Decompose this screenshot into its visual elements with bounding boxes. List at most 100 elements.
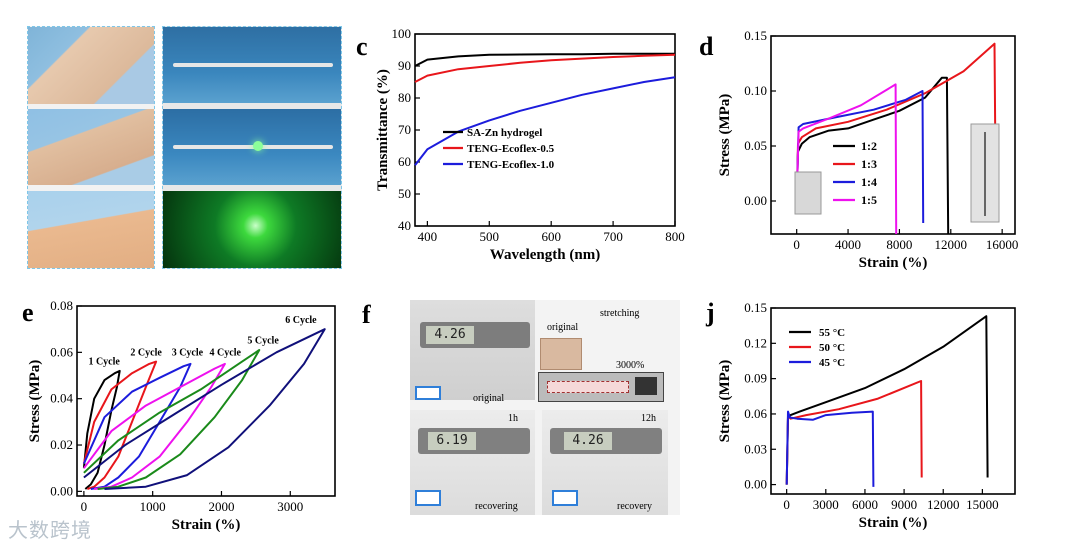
photo-b-stack (162, 26, 342, 269)
plot-frame-c (414, 33, 676, 227)
x-tick-label-d-1: 4000 (835, 237, 861, 252)
series-line-c-2 (414, 76, 676, 166)
series-line-e-0 (82, 369, 121, 490)
panel-label-f: f (362, 300, 371, 329)
series-line-j-0 (785, 315, 989, 485)
photo-wrist-fist (28, 109, 154, 185)
label-3000: 3000% (616, 360, 645, 371)
photo-a-stack (27, 26, 155, 269)
legend-label-j-0: 55 °C (819, 327, 845, 339)
legend-label-j-2: 45 °C (819, 357, 845, 369)
label-stretching: stretching (600, 308, 640, 319)
caliper-original: 4.26 (410, 300, 535, 400)
y-tick-label-c-1: 50 (398, 186, 411, 201)
series-line-j-2 (785, 410, 875, 487)
photo-wrist-bent (28, 191, 154, 268)
x-tick-label-d-4: 16000 (986, 237, 1019, 252)
label-12h: 12h (641, 413, 656, 424)
x-axis-label-e: Strain (%) (172, 517, 241, 533)
x-tick-label-c-0: 400 (418, 229, 438, 244)
photo-led-bright (163, 191, 341, 268)
y-tick-label-c-2: 60 (398, 154, 411, 169)
cycle-annotation-4: 5 Cycle (247, 336, 279, 347)
y-tick-label-c-3: 70 (398, 122, 411, 137)
x-tick-label-j-2: 6000 (852, 497, 878, 512)
series-line-j-1 (785, 380, 923, 485)
x-axis-label-c: Wavelength (nm) (490, 247, 600, 263)
y-tick-label-j-3: 0.09 (744, 371, 767, 386)
cycle-annotation-1: 2 Cycle (130, 347, 162, 358)
y-tick-label-e-1: 0.02 (50, 437, 73, 452)
x-tick-label-j-5: 15000 (966, 497, 999, 512)
series-line-e-4 (83, 349, 261, 490)
label-recovery: recovery (617, 501, 652, 512)
y-tick-label-d-0: 0.00 (744, 193, 767, 208)
x-tick-label-j-0: 0 (783, 497, 790, 512)
series-line-d-1 (795, 42, 997, 202)
label-recovering: recovering (475, 501, 518, 512)
plot-frame-d (770, 35, 1016, 235)
cycle-annotation-0: 1 Cycle (88, 357, 120, 368)
series-line-d-3 (795, 83, 898, 235)
label-original-1: original (473, 393, 505, 404)
x-tick-label-e-0: 0 (81, 499, 88, 514)
y-tick-label-j-1: 0.03 (744, 441, 767, 456)
photo-led-dim (163, 109, 341, 185)
y-tick-label-d-2: 0.10 (744, 83, 767, 98)
legend-label-c-0: SA-Zn hydrogel (467, 127, 542, 139)
label-original-2: original (547, 322, 579, 333)
y-tick-label-e-2: 0.04 (50, 391, 73, 406)
cyclic-loading-chart: 0 1000 2000 3000 0.00 0.02 0.04 0.06 0.08 Strain … (27, 298, 336, 533)
y-axis-label-j: Stress (MPa) (717, 360, 733, 443)
legend-label-d-3: 1:5 (861, 193, 877, 207)
y-axis-label-c: Transmittance (%) (375, 69, 391, 191)
caliper-recovering: 6.19 (410, 410, 535, 515)
cycle-annotation-3: 4 Cycle (210, 347, 242, 358)
y-tick-label-e-4: 0.08 (50, 298, 73, 313)
photo-led-off (163, 27, 341, 103)
legend-label-c-1: TENG-Ecoflex-0.5 (467, 143, 555, 155)
panel-label-e: e (22, 298, 34, 327)
series-line-e-5 (83, 328, 326, 490)
x-tick-label-c-4: 800 (665, 229, 685, 244)
y-axis-label-e: Stress (MPa) (27, 360, 43, 443)
y-tick-label-e-0: 0.00 (50, 483, 73, 498)
transmittance-chart: 400 500 600 700 800 40 50 60 70 80 90 100 Wavelength… (375, 26, 685, 263)
y-tick-label-j-4: 0.12 (744, 335, 767, 350)
y-tick-label-c-4: 80 (398, 90, 411, 105)
label-1h: 1h (508, 413, 518, 424)
y-tick-label-d-1: 0.05 (744, 138, 767, 153)
x-tick-label-d-0: 0 (793, 237, 800, 252)
photo-wrist-relaxed (28, 27, 154, 104)
plot-frame-e (76, 305, 336, 497)
y-tick-label-c-0: 40 (398, 218, 411, 233)
photo-f-collage: 4.26 original original stretching 3000% … (410, 300, 680, 515)
x-tick-label-c-1: 500 (480, 229, 500, 244)
y-tick-label-j-0: 0.00 (744, 477, 767, 492)
caliper-display-3: 4.26 (564, 432, 612, 450)
caliper-display-1: 4.26 (426, 326, 474, 344)
x-tick-label-c-2: 600 (541, 229, 561, 244)
x-tick-label-j-3: 9000 (891, 497, 917, 512)
x-tick-label-d-2: 8000 (886, 237, 912, 252)
series-line-e-3 (83, 362, 226, 490)
y-tick-label-e-3: 0.06 (50, 344, 73, 359)
legend-label-d-1: 1:3 (861, 157, 877, 171)
panel-label-c: c (356, 32, 368, 61)
stress-strain-ratio-chart: 0 4000 8000 12000 16000 0.00 0.05 0.10 0.15 Strai… (717, 28, 1019, 271)
x-tick-label-j-1: 3000 (813, 497, 839, 512)
legend-label-c-2: TENG-Ecoflex-1.0 (467, 159, 555, 171)
legend-label-d-0: 1:2 (861, 139, 877, 153)
inset-photo-initial (794, 171, 822, 215)
sample-original (540, 338, 582, 370)
x-tick-label-j-4: 12000 (927, 497, 960, 512)
panel-label-d: d (699, 32, 714, 61)
y-tick-label-j-5: 0.15 (744, 300, 767, 315)
caliper-display-2: 6.19 (428, 432, 476, 450)
y-tick-label-c-5: 90 (398, 58, 411, 73)
x-tick-label-e-2: 2000 (208, 499, 234, 514)
series-line-c-0 (414, 52, 675, 67)
cycle-annotation-2: 3 Cycle (172, 347, 204, 358)
legend-label-d-2: 1:4 (861, 175, 877, 189)
series-line-d-0 (795, 76, 950, 235)
